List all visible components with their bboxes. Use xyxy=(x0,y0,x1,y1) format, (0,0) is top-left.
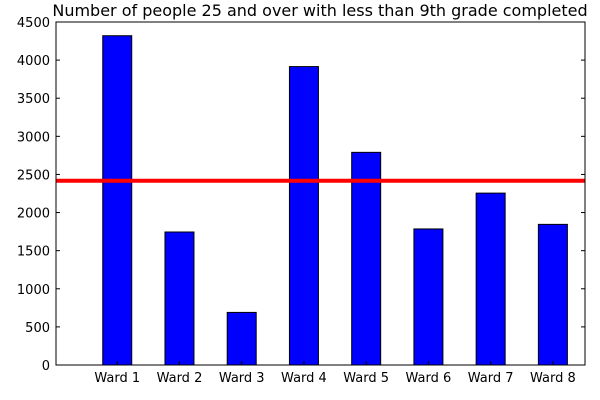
bar-ward-5 xyxy=(351,151,382,366)
y-tick-label: 2000 xyxy=(17,207,50,222)
bar-ward-8 xyxy=(537,223,568,366)
bar-ward-3 xyxy=(226,311,257,366)
x-tick-label: Ward 1 xyxy=(94,371,140,386)
x-tick-label: Ward 2 xyxy=(157,371,203,386)
x-tick-label: Ward 4 xyxy=(281,371,327,386)
y-tick-label: 1500 xyxy=(17,245,50,260)
bar-ward-2 xyxy=(164,231,195,366)
bar-ward-7 xyxy=(475,192,506,366)
chart-title: Number of people 25 and over with less t… xyxy=(52,1,587,20)
y-tick-label: 3500 xyxy=(17,92,50,107)
x-tick-label: Ward 6 xyxy=(406,371,452,386)
y-tick-label: 500 xyxy=(25,321,50,336)
bar-ward-1 xyxy=(102,35,133,366)
x-tick-label: Ward 3 xyxy=(219,371,265,386)
y-tick-label: 2500 xyxy=(17,168,50,183)
bar-ward-4 xyxy=(288,66,319,366)
y-tick-label: 1000 xyxy=(17,283,50,298)
y-tick-label: 3000 xyxy=(17,130,50,145)
plot-frame xyxy=(55,21,586,366)
bar-ward-6 xyxy=(413,228,444,366)
y-tick-label: 4500 xyxy=(17,16,50,31)
bars-group xyxy=(102,35,568,366)
x-tick-label: Ward 5 xyxy=(343,371,389,386)
y-tick-label: 4000 xyxy=(17,54,50,69)
x-tick-label: Ward 7 xyxy=(468,371,514,386)
y-tick-label: 0 xyxy=(42,359,50,374)
y-axis-ticks: 0 500 1000 1500 2000 2500 3000 3500 4000 4500 xyxy=(17,16,585,374)
x-axis-ticks: Ward 1 Ward 2 Ward 3 Ward 4 Ward 5 Ward 6 Ward… xyxy=(94,361,576,386)
x-tick-label: Ward 8 xyxy=(530,371,576,386)
